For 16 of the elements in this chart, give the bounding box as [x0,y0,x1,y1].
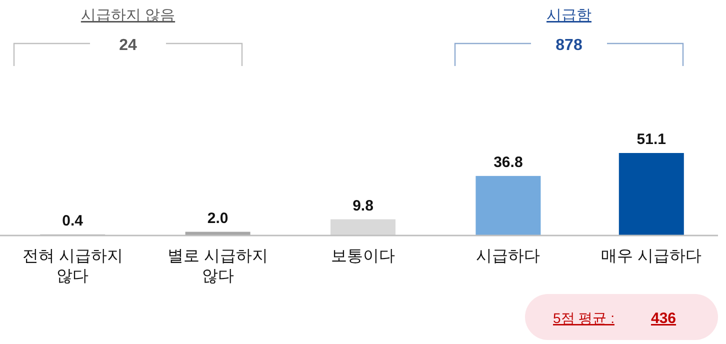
x-tick-label: 매우 시급하다 [601,248,702,265]
data-label: 0.4 [62,212,84,230]
x-tick-label: 전혀 시급하지 않다 [22,248,123,285]
data-label: 51.1 [636,131,666,148]
x-tick-label: 별로 시급하지 않다 [168,248,268,285]
data-label: 36.8 [494,154,523,171]
text: 878 [556,37,582,54]
x-tick-label: 보통이다 [331,248,395,265]
text: 시급함 [546,7,592,24]
text: 24 [119,37,137,54]
text: 시급하지 않음 [80,7,176,24]
data-label: 2.0 [207,210,228,227]
x-tick-label: 시급하다 [476,248,540,265]
text: 5점 평균 : [553,310,614,326]
text: 436 [651,310,676,327]
data-label: 9.8 [352,197,374,214]
